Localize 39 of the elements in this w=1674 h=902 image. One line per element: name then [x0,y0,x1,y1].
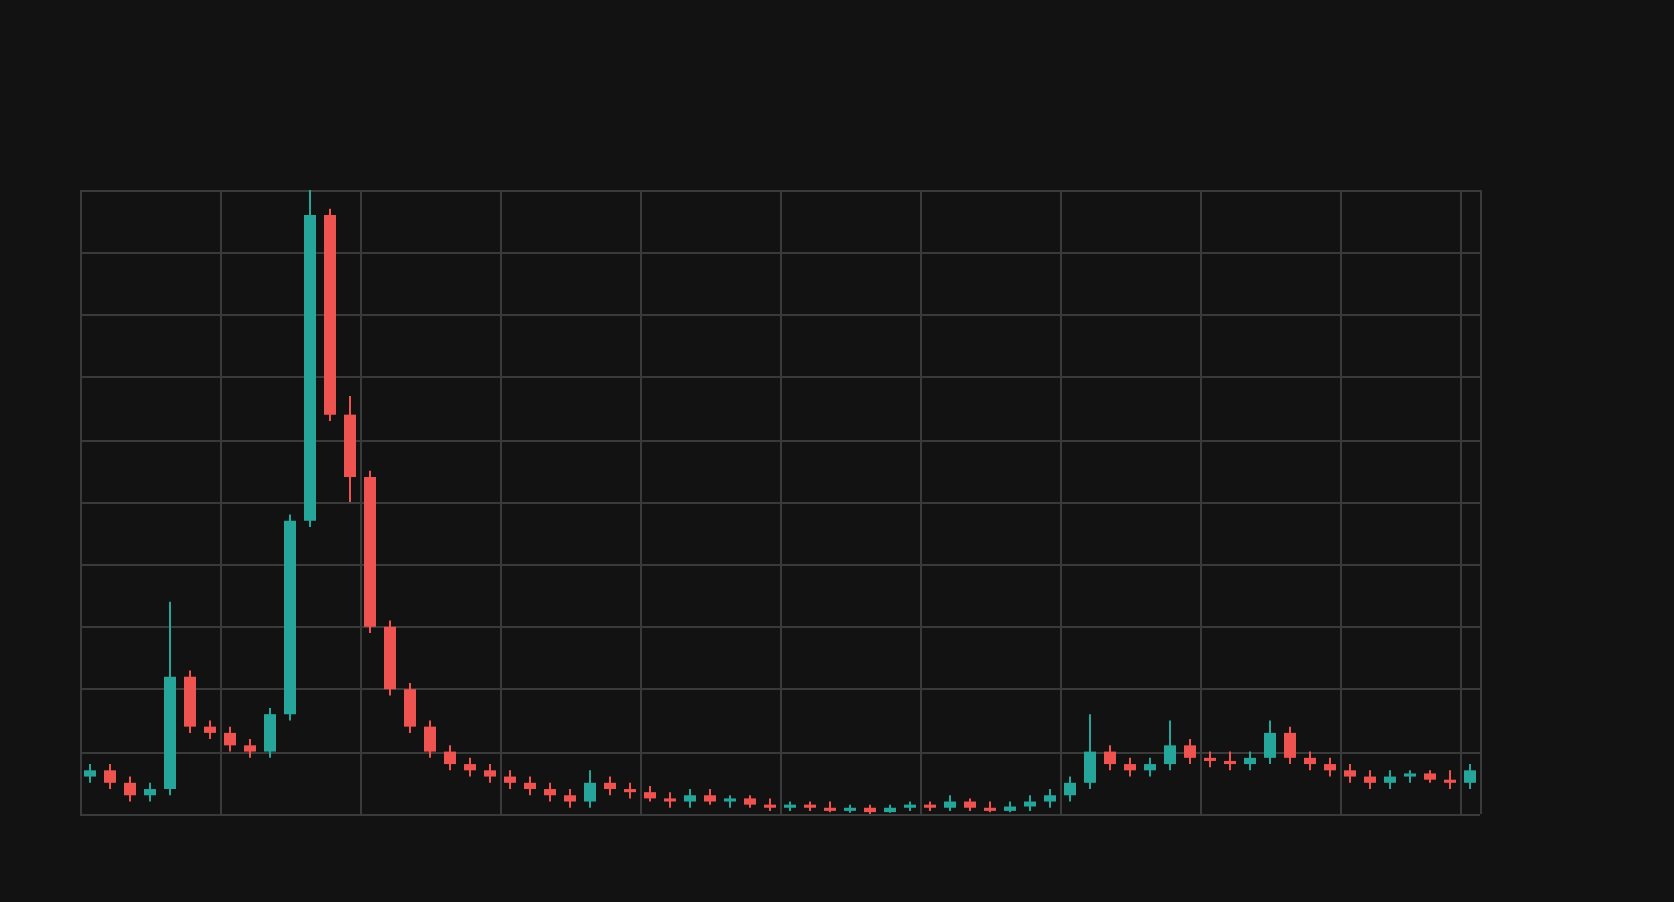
candlestick [424,719,436,759]
candlestick [84,763,96,784]
candlestick [244,738,256,759]
candlestick [1184,738,1196,766]
candlestick [1084,713,1096,791]
candlestick [1124,756,1136,778]
candlestick [464,756,476,778]
candlestick [124,775,136,803]
candlestick [144,781,156,803]
candlestick [1224,750,1236,772]
candlestick [1304,750,1316,772]
candlestick [224,725,236,753]
candlestick [1164,719,1176,772]
candlestick [1284,725,1296,766]
candlestick [544,781,556,803]
candlestick [484,763,496,784]
candlestick [584,769,596,809]
candlestick [1044,788,1056,809]
candlestick [1264,719,1276,766]
candlestick [104,763,116,791]
candlestick [264,706,276,759]
candlestick [1344,763,1356,784]
candlestick [524,775,536,797]
candlestick [1144,756,1156,778]
candlestick [1464,763,1476,791]
candlestick [684,788,696,809]
candlestick [444,744,456,772]
candlestick [1324,756,1336,778]
candlestick [604,775,616,797]
candlestick [204,719,216,741]
candlestick [1244,750,1256,772]
candlestick [1064,775,1076,803]
candlestick [1104,744,1116,772]
candlestick [404,681,416,734]
candlestick [1364,769,1376,791]
candlestick [504,769,516,791]
candlestick [1384,769,1396,791]
candlestick [564,788,576,809]
candlestick [1444,769,1456,791]
